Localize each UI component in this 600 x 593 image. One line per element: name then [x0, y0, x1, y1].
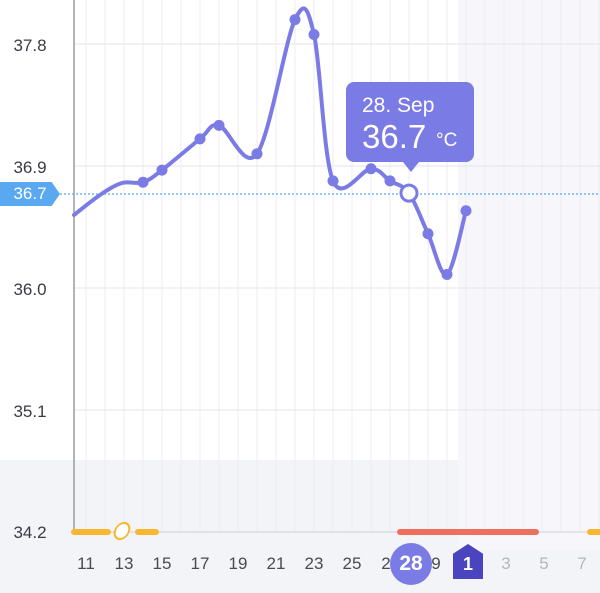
data-point[interactable] — [194, 133, 206, 145]
data-point[interactable] — [308, 29, 320, 41]
data-point[interactable] — [156, 164, 168, 176]
x-tick-label[interactable]: 9 — [431, 554, 441, 573]
x-tick-label[interactable]: 25 — [342, 554, 362, 573]
data-point[interactable] — [384, 175, 396, 187]
y-tick-label: 37.8 — [13, 36, 47, 55]
data-point[interactable] — [460, 205, 472, 217]
x-tick-label[interactable]: 2 — [381, 554, 391, 573]
y-tick-label: 35.1 — [13, 402, 47, 421]
x-tick-label[interactable]: 15 — [152, 554, 172, 573]
data-point[interactable] — [422, 228, 434, 240]
y-tick-label: 36.0 — [13, 280, 47, 299]
current-temperature-badge: 36.7 — [0, 182, 60, 206]
data-point[interactable] — [251, 148, 263, 160]
y-tick-label: 34.2 — [13, 523, 47, 542]
x-tick-label[interactable]: 7 — [577, 554, 587, 573]
x-tick-label[interactable]: 17 — [190, 554, 210, 573]
tooltip-unit: °C — [436, 130, 458, 151]
x-tick-label[interactable]: 11 — [77, 554, 95, 573]
temperature-points — [137, 14, 472, 280]
data-point[interactable] — [137, 176, 149, 188]
data-point[interactable] — [365, 163, 377, 175]
x-tick-label[interactable]: 5 — [539, 554, 549, 573]
x-tick-label[interactable]: 19 — [228, 554, 248, 573]
selected-data-point[interactable] — [399, 183, 419, 203]
temperature-tooltip: 28. Sep 36.7 °C — [346, 82, 474, 172]
selected-day-marker[interactable]: 28 — [390, 543, 432, 585]
data-point[interactable] — [213, 119, 225, 131]
tooltip-value: 36.7 — [362, 118, 427, 155]
tooltip-date: 28. Sep — [362, 94, 435, 117]
data-point[interactable] — [327, 175, 339, 187]
x-tick-label[interactable]: 21 — [266, 554, 286, 573]
x-tick-label[interactable]: 3 — [501, 554, 511, 573]
x-tick-label[interactable]: 23 — [304, 554, 324, 573]
y-tick-label: 36.9 — [13, 158, 47, 177]
x-tick-label[interactable]: 13 — [114, 554, 134, 573]
data-point[interactable] — [441, 268, 453, 280]
chart-grid — [74, 0, 600, 533]
data-point[interactable] — [289, 14, 301, 26]
future-region — [458, 0, 600, 550]
